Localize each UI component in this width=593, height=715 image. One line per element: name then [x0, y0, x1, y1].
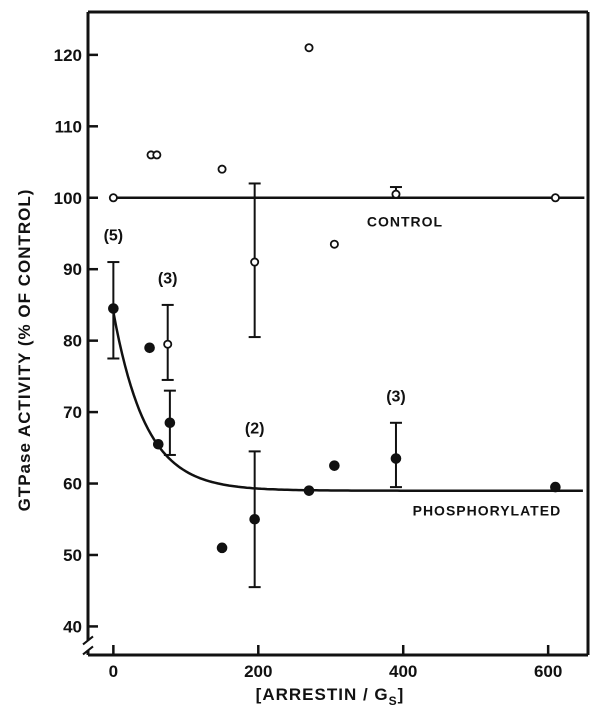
- x-axis-label-sub: S: [389, 694, 398, 708]
- axis-break-mark: [82, 635, 94, 646]
- fit-lines: [112, 196, 585, 492]
- y-tick-label: 60: [63, 475, 82, 494]
- n-annotation: (3): [158, 270, 178, 287]
- control-point: [304, 43, 314, 53]
- x-axis-label-close: ]: [398, 685, 405, 704]
- y-tick-label: 70: [63, 403, 82, 422]
- x-tick-label: 600: [534, 662, 562, 681]
- chart-labels: CONTROL PHOSPHORYLATED (5) (3) (2) (3): [104, 213, 562, 519]
- phosphorylated-point: [303, 485, 315, 496]
- y-tick-label: 50: [63, 546, 82, 565]
- plot-frame: [82, 10, 590, 657]
- control-point: [250, 257, 260, 267]
- n-annotation: (3): [386, 388, 406, 405]
- x-axis-label: [ARRESTIN / GS]: [256, 685, 405, 708]
- phosphorylated-point: [550, 481, 561, 493]
- phosphorylated-point: [249, 513, 260, 525]
- y-tick-label: 40: [63, 617, 82, 636]
- phosphorylated-point: [164, 417, 176, 429]
- control-point: [163, 339, 173, 349]
- control-point: [391, 189, 401, 199]
- y-tick-label: 100: [54, 189, 82, 208]
- axis-break-mark: [82, 645, 94, 656]
- control-point: [329, 239, 339, 249]
- phosphorylated-point: [390, 453, 402, 464]
- y-tick-label: 120: [54, 46, 82, 65]
- y-tick-label: 90: [63, 260, 82, 279]
- control-point: [152, 150, 162, 160]
- control-point: [108, 193, 118, 203]
- fit-curve-1: [112, 311, 583, 492]
- y-axis-label: GTPase ACTIVITY (% OF CONTROL): [15, 189, 34, 512]
- x-tick-label: 200: [244, 662, 272, 681]
- control-point: [217, 164, 227, 174]
- phosphorylated-point: [108, 303, 119, 314]
- error-bars: [107, 182, 402, 589]
- series-label-phosphorylated: PHOSPHORYLATED: [413, 503, 562, 519]
- axis-ticks: 40 50 60 70 80 90 100 110 120 0 200 400 600: [54, 46, 563, 681]
- y-tick-label: 110: [55, 117, 82, 136]
- series-label-control: CONTROL: [367, 213, 443, 229]
- phosphorylated-point: [216, 542, 228, 554]
- phosphorylated-point: [152, 438, 164, 450]
- x-tick-label: 0: [109, 662, 118, 681]
- n-annotation: (5): [104, 228, 124, 245]
- control-point: [550, 193, 560, 203]
- x-axis-label-main: [ARRESTIN / G: [256, 685, 389, 704]
- phosphorylated-point: [144, 342, 155, 354]
- data-points: [108, 43, 561, 554]
- x-tick-label: 400: [389, 662, 417, 681]
- y-tick-label: 80: [63, 332, 82, 351]
- n-annotation: (2): [245, 421, 265, 438]
- phosphorylated-point: [329, 460, 340, 471]
